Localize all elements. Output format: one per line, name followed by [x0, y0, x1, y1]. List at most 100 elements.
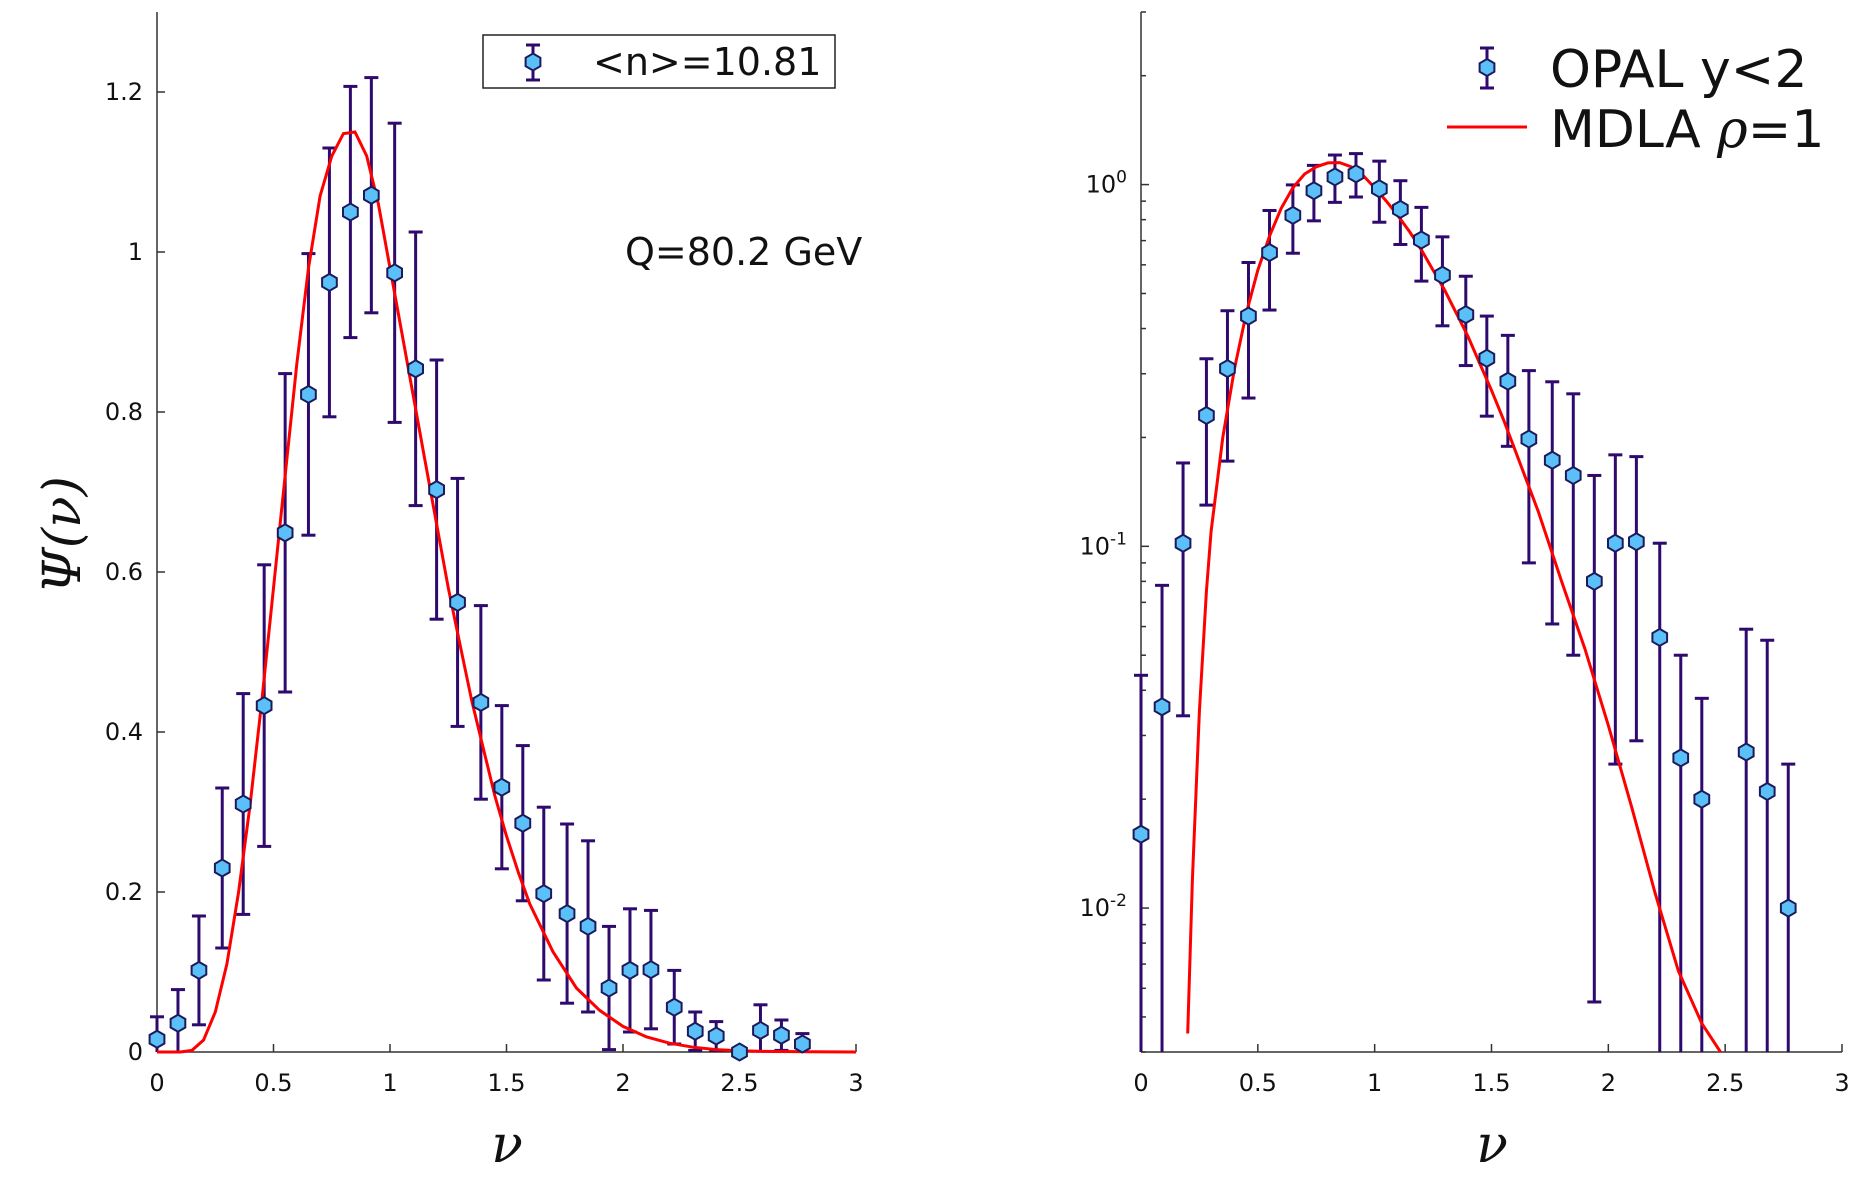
left-data-point: [276, 523, 294, 543]
left-y-tick-label: 0.8: [105, 398, 143, 426]
right-x-tick-label: 1: [1367, 1069, 1382, 1097]
right-legend-label-opal: OPAL y<2: [1550, 40, 1807, 100]
left-data-point: [752, 1020, 769, 1041]
right-data-point: [1284, 205, 1302, 226]
right-data-point: [1174, 533, 1192, 553]
left-data-point: [169, 1013, 187, 1033]
right-x-tick-label: 0.5: [1239, 1069, 1277, 1097]
right-legend: OPAL y<2 MDLA ρ=1: [1447, 40, 1824, 160]
right-data-point: [1737, 742, 1755, 762]
right-data-point: [1392, 199, 1409, 220]
right-x-axis-title: ν: [1476, 1115, 1508, 1175]
right-x-tick-label: 1.5: [1472, 1069, 1510, 1097]
right-y-tick-label-base: 10: [1086, 171, 1117, 199]
left-x-tick-label: 0.5: [254, 1069, 292, 1097]
right-data-point: [1499, 371, 1517, 391]
right-x-tick-label: 2: [1601, 1069, 1616, 1097]
right-y-tick-label-exponent: -2: [1110, 891, 1127, 911]
left-data-point: [731, 1042, 748, 1062]
right-data-point: [1132, 824, 1150, 844]
left-data-point: [213, 858, 231, 878]
right-mdla-curve: [1186, 161, 1722, 1053]
left-data-point: [449, 592, 466, 613]
right-y-tick-label-base: 10: [1080, 532, 1111, 560]
left-data-point: [363, 185, 380, 205]
right-data-point: [1240, 306, 1257, 326]
left-data-point: [514, 813, 532, 833]
right-legend-label-mdla-suffix: =1: [1748, 100, 1825, 160]
right-data-point: [1434, 265, 1451, 285]
right-legend-marker: [1478, 57, 1496, 78]
left-data-point: [234, 794, 252, 814]
left-x-tick-label: 0: [149, 1069, 164, 1097]
left-data-point: [321, 272, 338, 293]
right-data-point: [1607, 533, 1624, 553]
right-data-point: [1543, 450, 1561, 470]
left-legend-label: <n>=10.81: [593, 40, 821, 84]
right-data-point: [1261, 242, 1278, 263]
left-y-tick-label: 1.2: [105, 78, 143, 106]
left-y-tick-label: 0.4: [105, 718, 143, 746]
right-data-point: [1586, 571, 1603, 592]
left-data-point: [493, 777, 511, 797]
right-y-tick-label: 100: [1086, 168, 1127, 199]
left-legend-box: [482, 34, 836, 89]
left-data-point: [773, 1025, 790, 1045]
left-data-point: [255, 695, 273, 716]
right-data-point: [1198, 405, 1215, 426]
left-x-tick-label: 2: [615, 1069, 630, 1097]
left-data-point: [665, 997, 683, 1017]
right-legend-label-mdla-rho: ρ: [1716, 100, 1748, 160]
left-x-tick-label: 2.5: [720, 1069, 758, 1097]
right-data-point: [1672, 748, 1690, 768]
right-x-tick-label: 0: [1133, 1069, 1148, 1097]
left-data-point: [535, 883, 553, 904]
left-data-point: [686, 1021, 704, 1041]
right-y-tick-label: 10-1: [1080, 529, 1128, 560]
left-y-tick-label: 0.2: [105, 878, 143, 906]
right-data-point: [1693, 789, 1711, 809]
right-data-point: [1326, 167, 1344, 187]
left-data-point: [579, 916, 597, 937]
left-y-axis-title: Ψ(ν): [33, 476, 93, 594]
left-y-tick-label: 0: [128, 1038, 143, 1066]
right-data-point: [1413, 230, 1430, 250]
left-data-point: [794, 1034, 811, 1054]
left-legend-marker: [524, 52, 542, 72]
right-data-point: [1628, 532, 1645, 552]
left-x-axis-title: ν: [491, 1115, 523, 1175]
left-data-point: [386, 263, 403, 283]
left-axis-ticks: 0 0.5 1 1.5 2 2.5 3 0 0.2 0.4 0.6 0.8 1 1.2: [105, 78, 864, 1097]
left-x-tick-label: 1: [382, 1069, 397, 1097]
right-legend-label-mdla-prefix: MDLA: [1550, 100, 1717, 160]
left-x-tick-label: 3: [848, 1069, 863, 1097]
left-legend: <n>=10.81: [482, 34, 836, 89]
left-data-point: [428, 479, 445, 500]
right-y-tick-label-base: 10: [1080, 894, 1111, 922]
left-y-tick-label: 1: [128, 238, 143, 266]
left-data-point: [642, 959, 660, 980]
left-data-point: [407, 359, 424, 379]
right-y-tick-label-exponent: -1: [1110, 529, 1127, 549]
right-data-point: [1779, 898, 1797, 918]
right-data-point: [1305, 181, 1323, 201]
right-data-point: [1347, 164, 1365, 184]
right-x-tick-label: 3: [1834, 1069, 1849, 1097]
left-data-point: [707, 1026, 725, 1046]
left-chart-panel: 0 0.5 1 1.5 2 2.5 3 0 0.2 0.4 0.6 0.8 1 1.2 ν Ψ(ν) Q=…: [33, 12, 864, 1175]
right-data-point: [1478, 348, 1496, 368]
right-data-point: [1520, 429, 1538, 449]
right-data-point: [1371, 179, 1388, 199]
left-y-tick-label: 0.6: [105, 558, 143, 586]
left-data-point: [148, 1029, 166, 1049]
left-data-point: [558, 903, 576, 924]
left-data-point: [621, 960, 639, 981]
left-data-point: [600, 978, 618, 998]
energy-annotation: Q=80.2 GeV: [625, 230, 862, 274]
right-data-point: [1564, 465, 1582, 486]
right-data-point: [1219, 358, 1236, 379]
left-mdla-curve: [157, 130, 857, 1054]
left-data-point: [300, 384, 317, 405]
left-data-point: [190, 960, 208, 981]
